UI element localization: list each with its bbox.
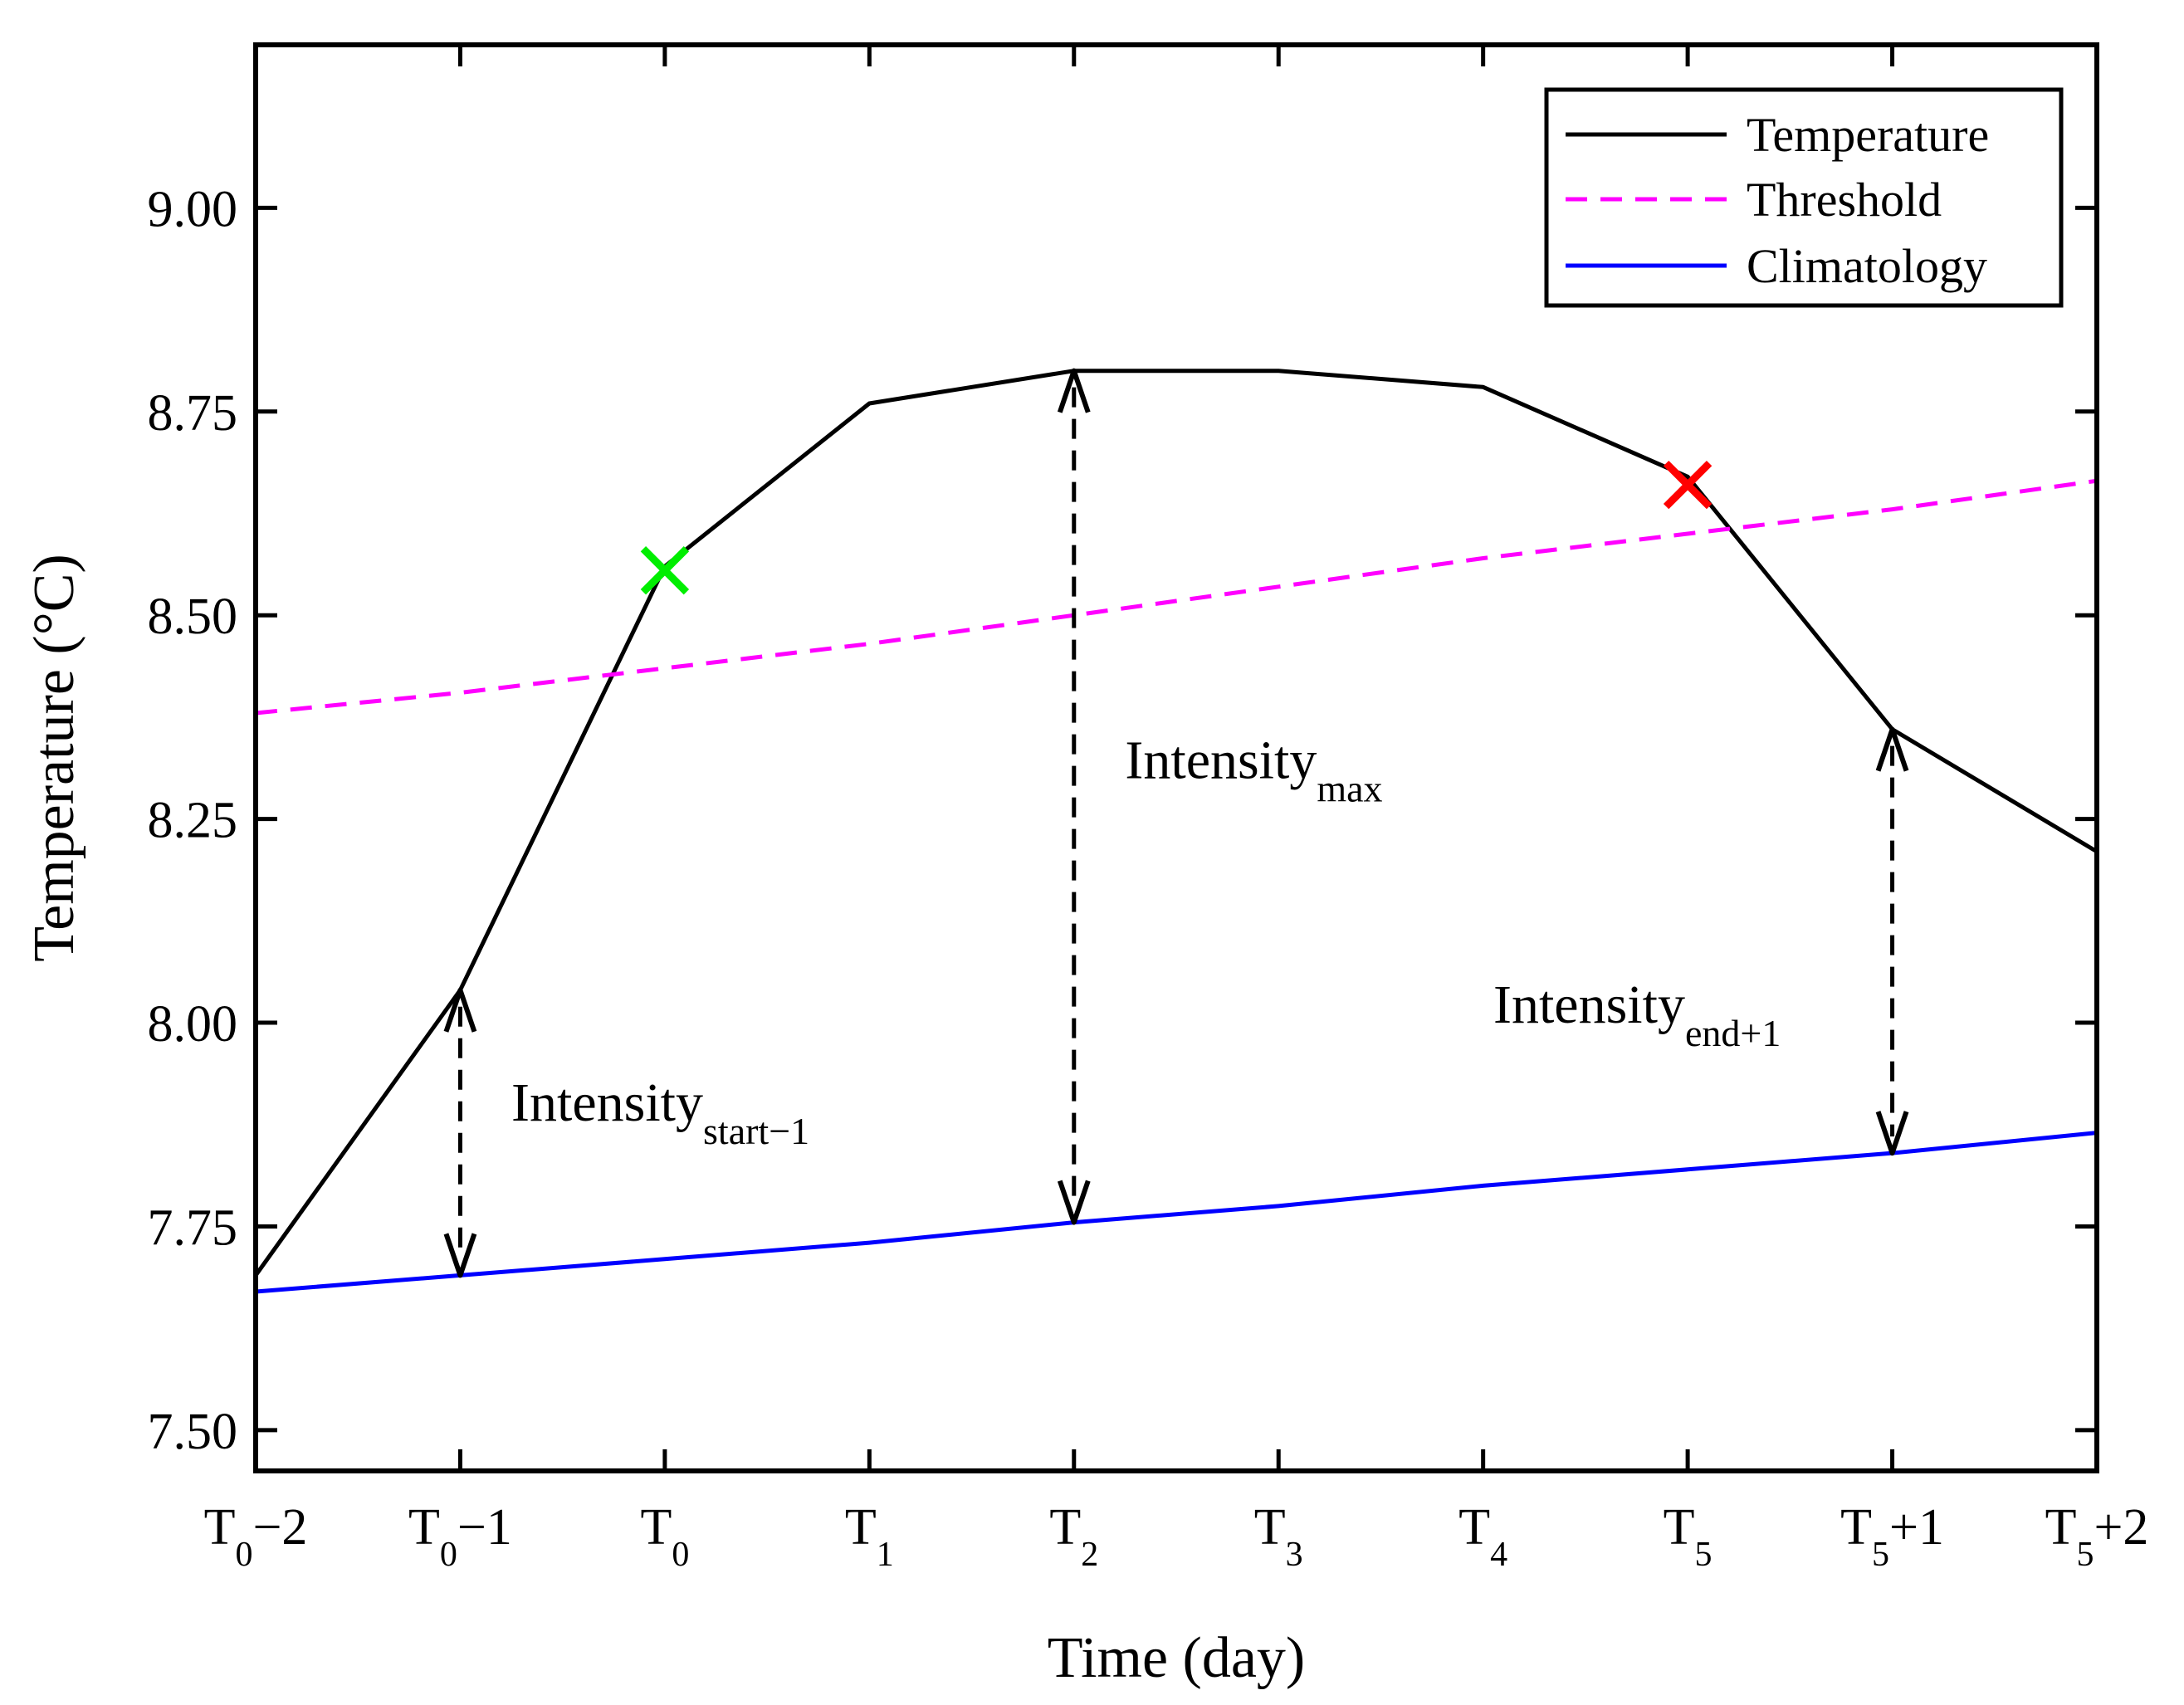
intensity-end-arrow-head-up	[1875, 726, 1909, 772]
y-axis-title: Temperature (°C)	[22, 554, 86, 961]
y-tick-label: 8.00	[148, 996, 238, 1053]
x-tick-label: T2	[1049, 1499, 1098, 1574]
legend-label-threshold: Threshold	[1747, 173, 1942, 227]
intensity-start-label: Intensitystart−1	[511, 1072, 809, 1152]
x-tick-label: T5+1	[1840, 1499, 1944, 1574]
intensity-max-arrow-head-down	[1057, 1180, 1091, 1225]
arrow-layer	[443, 368, 1909, 1278]
legend-box	[1544, 87, 2064, 308]
legend: Temperature Threshold Climatology	[1544, 87, 2064, 308]
intensity-end-label: Intensityend+1	[1493, 975, 1781, 1054]
series-line-climatology	[256, 1131, 2097, 1294]
start-marker-stroke-b	[640, 546, 690, 595]
y-tick-label: 7.75	[148, 1199, 238, 1256]
x-tick-label: T0−2	[204, 1499, 308, 1574]
intensity-max-label: Intensitymax	[1125, 730, 1382, 810]
y-tick-label: 7.50	[148, 1404, 238, 1460]
axes-ticks	[253, 45, 2099, 1471]
intensity-max-arrow-head-up	[1057, 368, 1091, 413]
series-layer	[256, 369, 2097, 1294]
x-tick-label: T0	[640, 1499, 689, 1574]
end-marker	[1663, 460, 1713, 510]
y-tick-label: 9.00	[148, 181, 238, 237]
intensity-end-arrow-head-down	[1875, 1111, 1909, 1156]
intensity-start-arrow-head-down	[443, 1233, 477, 1278]
x-tick-label: T0−1	[408, 1499, 512, 1574]
marker-layer	[640, 460, 1713, 595]
end-marker-stroke-b	[1663, 460, 1713, 510]
x-tick-label: T5+2	[2045, 1499, 2149, 1574]
legend-label-temperature: Temperature	[1747, 108, 1989, 162]
intensity-end-arrow	[1875, 726, 1909, 1156]
intensity-start-arrow	[443, 987, 477, 1278]
series-line-threshold	[256, 478, 2097, 716]
tick-labels: 7.50 7.75 8.00 8.25 8.50 8.75 9.00 T0−2 T0−1 T0 T1…	[148, 181, 2149, 1574]
x-tick-label: T5	[1664, 1499, 1713, 1574]
annotation-layer: Intensitystart−1 Intensitymax Intensityend…	[511, 730, 1781, 1152]
y-tick-label: 8.25	[148, 793, 238, 849]
series-line-temperature	[256, 369, 2097, 1277]
plot-frame	[253, 42, 2099, 1473]
intensity-max-arrow	[1057, 368, 1091, 1225]
y-tick-label: 8.50	[148, 589, 238, 645]
intensity-start-arrow-head-up	[443, 987, 477, 1033]
y-tick-label: 8.75	[148, 385, 238, 442]
x-tick-label: T1	[845, 1499, 894, 1574]
x-tick-label: T4	[1458, 1499, 1507, 1574]
start-marker	[640, 546, 690, 595]
legend-label-climatology: Climatology	[1747, 239, 1987, 293]
x-axis-title: Time (day)	[1048, 1626, 1305, 1690]
x-tick-label: T3	[1254, 1499, 1303, 1574]
